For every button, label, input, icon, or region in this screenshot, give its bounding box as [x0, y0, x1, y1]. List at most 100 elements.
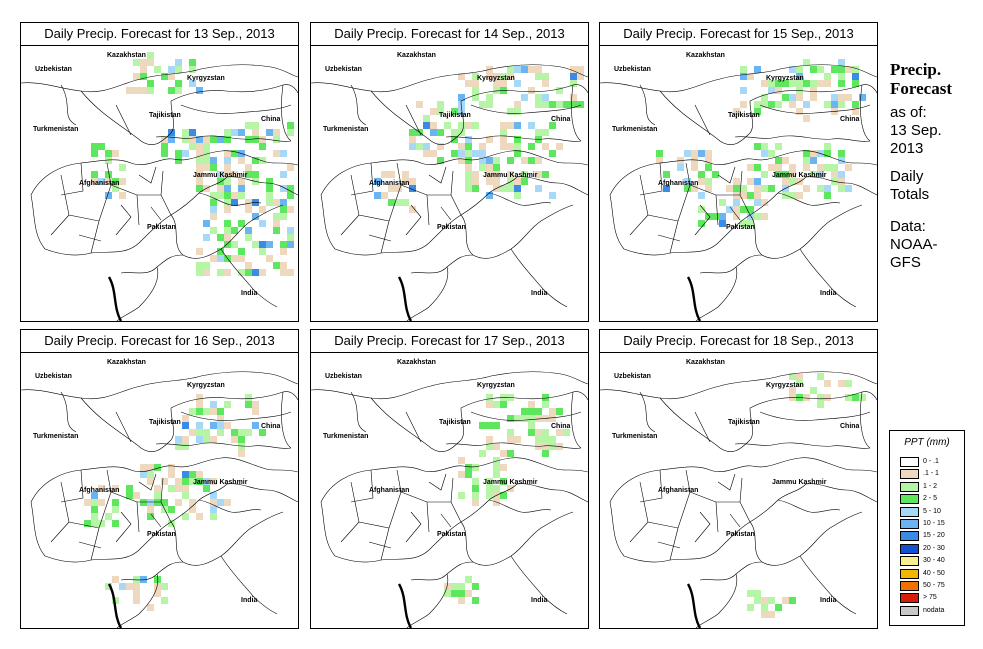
precip-cell [451, 108, 458, 115]
precip-cell [817, 373, 824, 380]
precip-cell [91, 150, 98, 157]
precip-cell [761, 611, 768, 618]
precip-cell [133, 576, 140, 583]
precip-cell [740, 220, 747, 227]
precip-cell [119, 178, 126, 185]
precip-cell [556, 87, 563, 94]
precip-cell [775, 171, 782, 178]
precip-cell [280, 269, 287, 276]
precip-cell [189, 66, 196, 73]
precip-cell [287, 269, 294, 276]
precip-cell [803, 101, 810, 108]
precip-cell [493, 499, 500, 506]
precip-cell [245, 206, 252, 213]
precip-cell [381, 171, 388, 178]
precip-cell [768, 80, 775, 87]
precip-cell [775, 604, 782, 611]
legend-label: 20 - 30 [923, 544, 945, 552]
precip-cell [528, 66, 535, 73]
precip-cell [175, 499, 182, 506]
precip-cell [500, 492, 507, 499]
label-india: India [531, 597, 547, 604]
precip-cell [472, 492, 479, 499]
precip-cell [472, 597, 479, 604]
precip-cell [423, 143, 430, 150]
forecast-panel-17-sep: Daily Precip. Forecast for 17 Sep., 2013… [310, 329, 589, 629]
label-afghanistan: Afghanistan [658, 180, 698, 187]
legend-title: PPT (mm) [904, 437, 950, 448]
precip-cell [168, 73, 175, 80]
precip-cell [175, 80, 182, 87]
precip-cell [577, 66, 584, 73]
precip-cell [112, 178, 119, 185]
precip-cell [542, 80, 549, 87]
precip-cell [133, 597, 140, 604]
precip-cell [831, 171, 838, 178]
precip-cell [231, 255, 238, 262]
precip-cell [472, 583, 479, 590]
label-pakistan: Pakistan [147, 531, 176, 538]
precip-cell [493, 73, 500, 80]
precip-cell [528, 422, 535, 429]
legend-item: 0 - .1 [900, 457, 962, 468]
precip-cell [458, 492, 465, 499]
precip-cell [451, 136, 458, 143]
legend-swatch [900, 531, 919, 542]
precip-cell [465, 590, 472, 597]
precip-cell [514, 192, 521, 199]
precip-cell [196, 478, 203, 485]
precip-cell [754, 143, 761, 150]
precip-cell [210, 199, 217, 206]
precip-cell [175, 150, 182, 157]
legend-label: 5 - 10 [923, 507, 941, 515]
legend-item: 20 - 30 [900, 543, 962, 555]
asof-line2: 13 Sep. [890, 122, 942, 139]
precip-cell [182, 136, 189, 143]
precip-cell [423, 122, 430, 129]
precip-cell [203, 269, 210, 276]
precip-cell [761, 185, 768, 192]
precip-cell [402, 178, 409, 185]
precip-cell [133, 73, 140, 80]
precip-cell [472, 185, 479, 192]
precip-cell [210, 401, 217, 408]
precip-cell [796, 73, 803, 80]
precip-cell [542, 443, 549, 450]
precip-cell [273, 220, 280, 227]
legend-swatch [900, 519, 919, 529]
precip-cell [437, 157, 444, 164]
precip-cell [238, 450, 245, 457]
precip-cell [789, 178, 796, 185]
precip-cell [182, 492, 189, 499]
precip-cell [119, 583, 126, 590]
precip-cell [133, 583, 140, 590]
precip-cell [733, 178, 740, 185]
precip-cell [437, 143, 444, 150]
precip-cell [259, 136, 266, 143]
label-turkmenistan: Turkmenistan [33, 126, 78, 133]
precip-cell [852, 73, 859, 80]
precip-cell [112, 576, 119, 583]
precip-cell [224, 178, 231, 185]
precip-cell [168, 464, 175, 471]
precip-cell [451, 590, 458, 597]
precip-cell [570, 80, 577, 87]
precip-cell [273, 150, 280, 157]
precip-cell [493, 422, 500, 429]
precip-cell [507, 73, 514, 80]
precip-cell [493, 471, 500, 478]
precip-cell [196, 157, 203, 164]
precip-cell [245, 401, 252, 408]
precip-cell [500, 129, 507, 136]
label-tajikistan: Tajikistan [728, 419, 760, 426]
precip-cell [479, 450, 486, 457]
precip-cell [549, 443, 556, 450]
precip-cell [196, 87, 203, 94]
precip-cell [224, 220, 231, 227]
label-kazakhstan: Kazakhstan [107, 359, 146, 366]
precip-cell [175, 157, 182, 164]
precip-cell [280, 185, 287, 192]
precip-cell [409, 206, 416, 213]
precip-cell [91, 143, 98, 150]
precip-cell [231, 199, 238, 206]
